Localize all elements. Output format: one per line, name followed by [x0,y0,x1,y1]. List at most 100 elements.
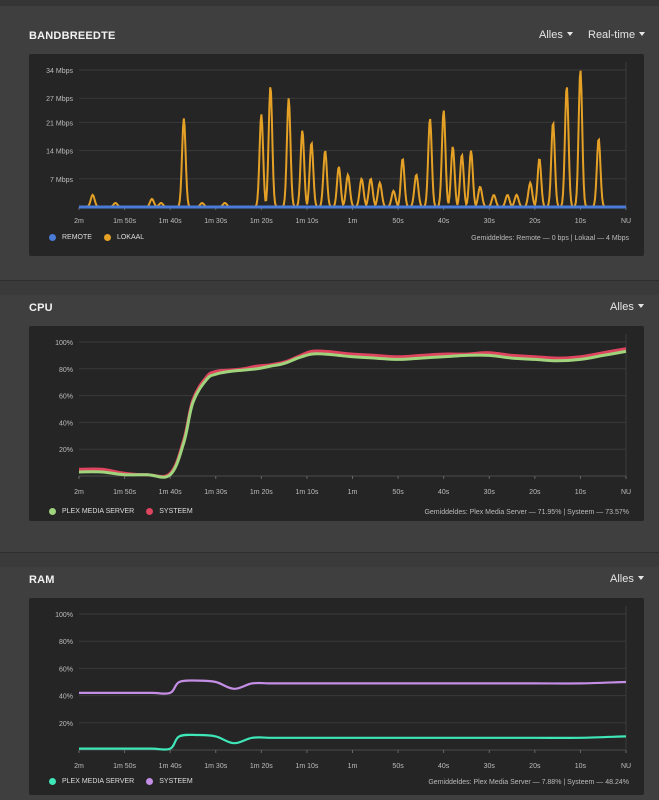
ram-section-divider [0,552,659,567]
x-tick-label: 50s [392,489,404,496]
x-tick-label: NU [621,218,631,225]
legend-dot-plex [49,508,56,515]
legend-item-systeem[interactable]: SYSTEEM [146,508,193,515]
legend-item-lokaal[interactable]: LOKAAL [103,234,145,241]
legend-item-systeem[interactable]: SYSTEEM [146,778,193,785]
y-tick-label: 60% [59,666,73,673]
legend-dot-lokaal [103,234,111,241]
chevron-down-icon [639,32,646,36]
cpu-filter-label: Alles [610,301,634,313]
x-tick-label: 1m 20s [250,489,273,496]
x-tick-label: 1m 30s [204,218,227,225]
y-tick-label: 20% [59,721,73,728]
x-tick-label: 2m [74,218,84,225]
legend-item-plex[interactable]: PLEX MEDIA SERVER [49,508,134,515]
y-tick-label: 14 Mbps [46,149,73,156]
x-tick-label: 40s [438,218,450,225]
ram-filter-label: Alles [610,573,634,585]
bandwidth-average-text: Gemiddeldes: Remote — 0 bps | Lokaal — 4… [471,235,629,242]
legend-label-systeem: SYSTEEM [159,778,193,785]
x-tick-label: 50s [392,763,404,770]
x-tick-label: 1m 10s [295,763,318,770]
x-tick-label: 30s [484,218,496,225]
ram-section: RAM Alles 100% 80% 60% 40% 20% 2m 1m 50s 1m 40s… [0,552,659,800]
y-tick-label: 100% [55,612,73,619]
chevron-down-icon [637,304,644,308]
x-tick-label: 20s [529,218,541,225]
legend-dot-systeem [146,508,154,515]
bandwidth-panel: 34 Mbps 27 Mbps 21 Mbps 14 Mbps 7 Mbps 2m 1m 5… [29,54,644,256]
x-tick-label: 10s [575,218,587,225]
bandwidth-chart: 34 Mbps 27 Mbps 21 Mbps 14 Mbps 7 Mbps 2m 1m 5… [46,62,631,225]
ram-filter-dropdown[interactable]: Alles [610,573,644,585]
cpu-section: CPU Alles 100% 80% 60% 40% 20% 2m 1m 50s 1m 40s… [0,280,659,550]
x-tick-label: 30s [484,763,496,770]
x-tick-label: 10s [575,763,587,770]
y-tick-label: 40% [59,420,73,427]
series-line-lokaal [79,70,626,209]
y-tick-label: 20% [59,447,73,454]
y-tick-label: 80% [59,639,73,646]
y-tick-label: 80% [59,367,73,374]
cpu-filter-dropdown[interactable]: Alles [610,301,644,313]
series-line-systeem [78,679,627,695]
cpu-panel: 100% 80% 60% 40% 20% 2m 1m 50s 1m 40s 1m 30s 1m 2… [29,326,644,521]
series-line-systeem [78,347,627,479]
x-tick-label: 1m 10s [295,218,318,225]
x-tick-label: 40s [438,489,450,496]
legend-label-remote: REMOTE [62,234,92,241]
x-tick-label: NU [621,489,631,496]
y-tick-label: 60% [59,394,73,401]
legend-item-remote[interactable]: REMOTE [49,234,92,241]
x-tick-label: 2m [74,763,84,770]
legend-item-plex[interactable]: PLEX MEDIA SERVER [49,778,134,785]
bandwidth-range-dropdown[interactable]: Real-time [588,29,646,41]
x-tick-label: 1m 20s [250,218,273,225]
legend-label-lokaal: LOKAAL [116,234,145,241]
cpu-title: CPU [29,302,53,314]
ram-legend: PLEX MEDIA SERVER SYSTEEM [49,778,205,785]
bandwidth-filter-dropdown[interactable]: Alles [539,29,573,41]
y-tick-label: 21 Mbps [46,120,73,127]
cpu-section-divider [0,280,659,295]
cpu-chart: 100% 80% 60% 40% 20% 2m 1m 50s 1m 40s 1m 30s 1m 2… [55,334,631,496]
ram-chart: 100% 80% 60% 40% 20% 2m 1m 50s 1m 40s 1m 30s 1m 2… [55,606,631,770]
ram-title: RAM [29,574,55,586]
y-tick-label: 27 Mbps [46,96,73,103]
series-line-plex [78,349,627,479]
y-tick-label: 34 Mbps [46,68,73,75]
x-tick-label: 40s [438,763,450,770]
legend-dot-systeem [146,778,154,785]
bandwidth-legend: REMOTE LOKAAL [49,234,156,241]
ram-average-text: Gemiddeldes: Plex Media Server — 7.88% |… [428,779,629,786]
cpu-average-text: Gemiddeldes: Plex Media Server — 71.95% … [424,509,629,516]
x-tick-label: 1m [348,489,358,496]
x-tick-label: 1m 30s [204,489,227,496]
legend-label-plex: PLEX MEDIA SERVER [62,508,135,515]
x-tick-label: 1m 10s [295,489,318,496]
x-tick-label: 20s [529,763,541,770]
x-tick-label: 1m 20s [250,763,273,770]
legend-dot-remote [49,234,56,241]
x-tick-label: 30s [484,489,496,496]
chevron-down-icon [566,32,573,36]
x-tick-label: 1m 50s [113,763,136,770]
y-tick-label: 7 Mbps [50,177,73,184]
top-strip [0,0,659,6]
x-tick-label: 10s [575,489,587,496]
x-tick-label: 20s [529,489,541,496]
bandwidth-filter-label: Alles [539,29,563,41]
y-tick-label: 100% [55,340,73,347]
chevron-down-icon [637,576,644,580]
x-tick-label: 1m [348,763,358,770]
x-tick-label: 2m [74,489,84,496]
y-tick-label: 40% [59,694,73,701]
x-tick-label: 1m [348,218,358,225]
legend-label-systeem: SYSTEEM [159,508,193,515]
x-tick-label: NU [621,763,631,770]
cpu-legend: PLEX MEDIA SERVER SYSTEEM [49,508,205,515]
x-tick-label: 1m 40s [159,489,182,496]
x-tick-label: 1m 50s [113,218,136,225]
x-tick-label: 50s [392,218,404,225]
ram-panel: 100% 80% 60% 40% 20% 2m 1m 50s 1m 40s 1m 30s 1m 2… [29,598,644,795]
